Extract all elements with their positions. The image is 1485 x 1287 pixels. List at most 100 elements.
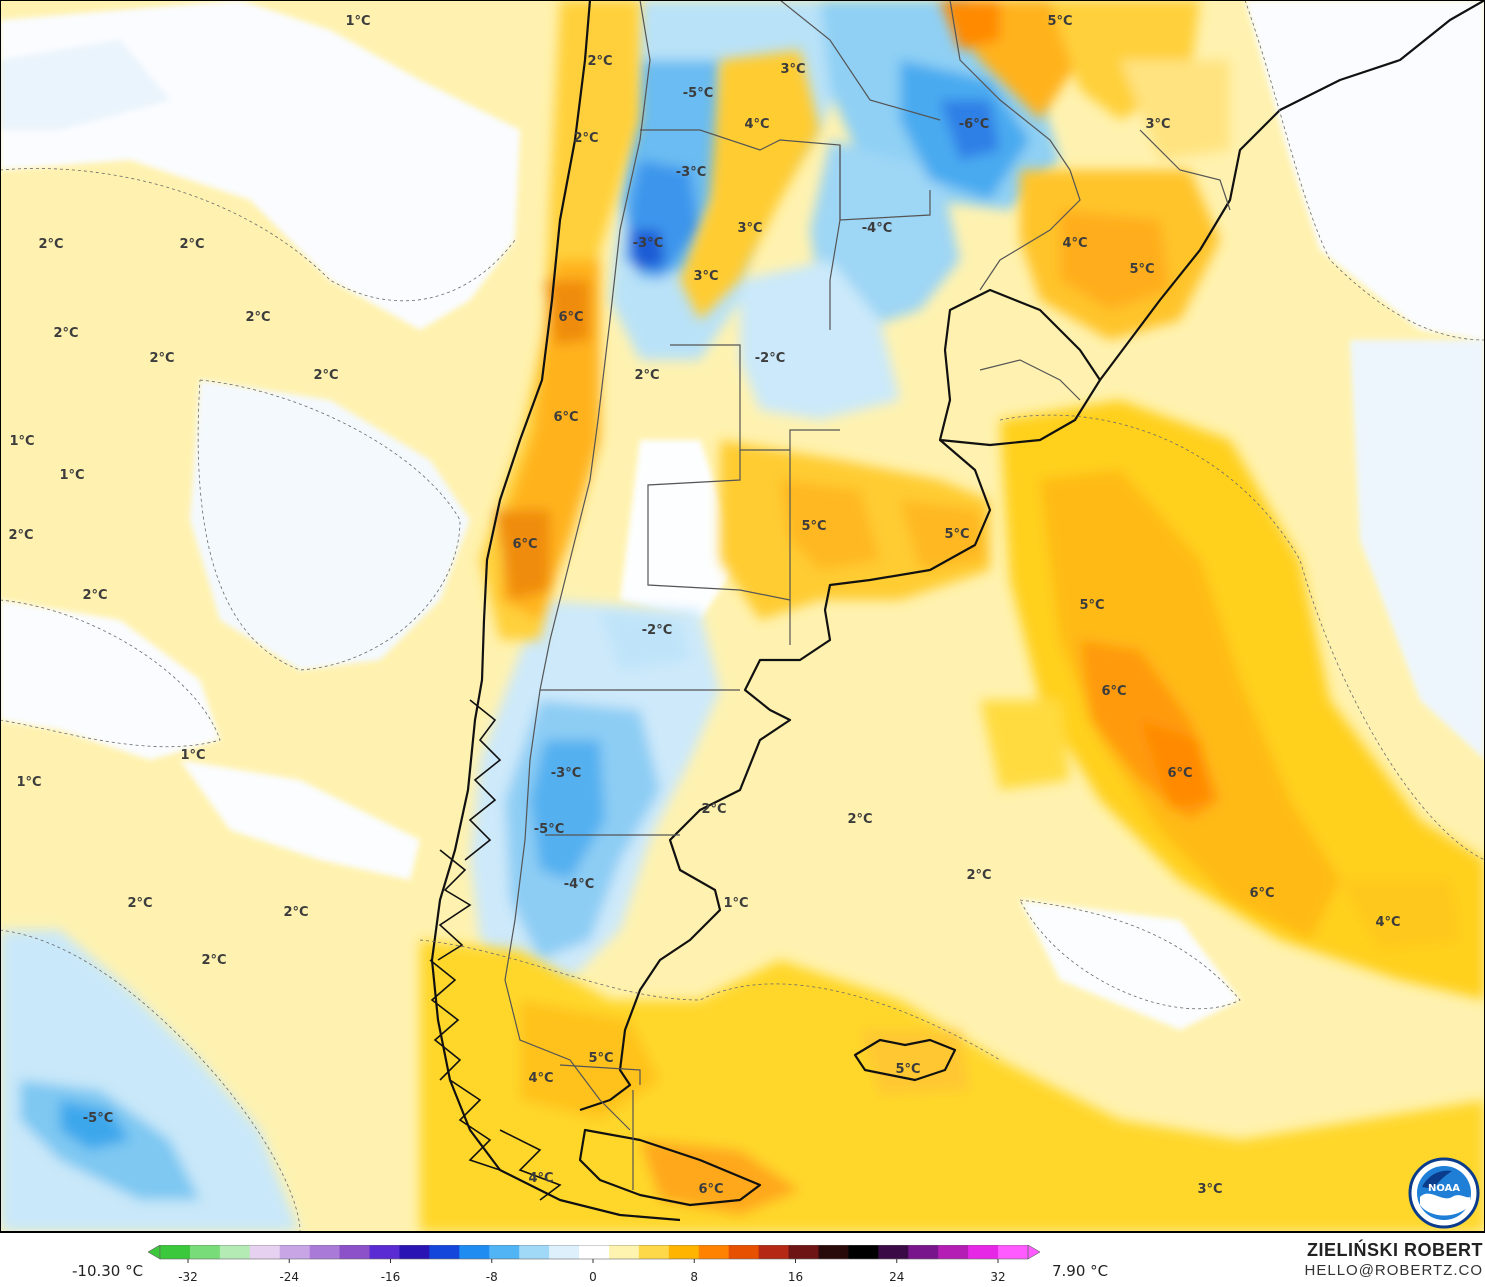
temperature-label: 2°C <box>634 368 659 383</box>
temperature-label: 5°C <box>895 1062 920 1077</box>
temperature-label: 2°C <box>587 54 612 69</box>
temperature-label: 6°C <box>698 1182 723 1197</box>
scale-bin <box>160 1245 191 1259</box>
neutral-zones <box>0 0 1485 1030</box>
scale-bin <box>998 1245 1029 1259</box>
warm-zone-northeast <box>680 0 1230 340</box>
temperature-label: 1°C <box>59 468 84 483</box>
scale-bin <box>668 1245 700 1259</box>
warm-zone-chile <box>480 0 640 640</box>
contour-lines <box>0 0 1485 1232</box>
temperature-label: 5°C <box>1079 598 1104 613</box>
scale-arrow-left <box>148 1245 161 1260</box>
temperature-label: 3°C <box>1145 117 1170 132</box>
temperature-label: 2°C <box>283 905 308 920</box>
temperature-anomaly-map: 1°C 2°C 5°C -5°C 3°C 4°C -6°C 3°C 2°C -3°C 3°C -4°C… <box>0 0 1485 1232</box>
scale-bin <box>279 1245 311 1259</box>
temperature-label: 1°C <box>9 434 34 449</box>
scale-bin <box>549 1245 580 1259</box>
author-name: ZIELIŃSKI ROBERT <box>1306 1240 1483 1260</box>
scale-tick-label: -16 <box>381 1270 401 1284</box>
footer <box>0 1232 1485 1287</box>
temperature-label: 4°C <box>744 117 769 132</box>
temperature-label: 6°C <box>1167 766 1192 781</box>
temperature-label: 2°C <box>245 310 270 325</box>
scale-bin <box>638 1245 670 1259</box>
scale-bin <box>189 1245 221 1259</box>
temperature-label: -3°C <box>676 165 706 180</box>
temperature-label: 2°C <box>8 528 33 543</box>
scale-bin <box>309 1245 341 1259</box>
scale-bin <box>579 1245 610 1259</box>
temperature-label: 2°C <box>201 953 226 968</box>
temperature-label: 6°C <box>1249 886 1274 901</box>
scale-bin <box>519 1245 550 1259</box>
temperature-label: -5°C <box>534 822 564 837</box>
cold-zone-southwest <box>0 930 300 1232</box>
temperature-label: -2°C <box>642 623 672 638</box>
scale-tick-label: -8 <box>486 1270 498 1284</box>
temperature-label: -6°C <box>959 117 989 132</box>
scale-bin <box>938 1245 969 1259</box>
temperature-label: 6°C <box>512 537 537 552</box>
scale-bin <box>728 1245 760 1259</box>
temperature-label: 4°C <box>528 1171 553 1186</box>
temperature-label: 1°C <box>345 14 370 29</box>
scale-min-label: -10.30 °C <box>72 1262 144 1280</box>
temperature-label: 5°C <box>1129 262 1154 277</box>
temperature-label: 5°C <box>801 519 826 534</box>
temperature-label: 6°C <box>1101 684 1126 699</box>
scale-bin <box>459 1245 490 1259</box>
temperature-label: -2°C <box>755 351 785 366</box>
scale-bin <box>698 1245 730 1259</box>
scale-bin <box>399 1245 430 1259</box>
temperature-label: 2°C <box>847 812 872 827</box>
scale-bin <box>219 1245 251 1259</box>
borders <box>504 0 1231 1190</box>
scale-bin <box>848 1245 879 1259</box>
temperature-label: 2°C <box>573 131 598 146</box>
temperature-label: 2°C <box>179 237 204 252</box>
temperature-label: 3°C <box>1197 1182 1222 1197</box>
temperature-label: 4°C <box>1375 915 1400 930</box>
temperature-labels: 1°C 2°C 5°C -5°C 3°C 4°C -6°C 3°C 2°C -3°C 3°C -4°C… <box>8 14 1400 1197</box>
temperature-label: 3°C <box>693 269 718 284</box>
noaa-logo: NOAA <box>1408 1157 1480 1229</box>
temperature-label: 3°C <box>780 62 805 77</box>
temperature-label: 2°C <box>38 237 63 252</box>
cold-zone-patagonia <box>470 600 720 1000</box>
scale-max-label: 7.90 °C <box>1052 1262 1109 1280</box>
scale-bin <box>758 1245 790 1259</box>
scale-tick-label: 24 <box>889 1270 904 1284</box>
temperature-label: 6°C <box>553 410 578 425</box>
temperature-label: 5°C <box>1047 14 1072 29</box>
scale-tick-label: 8 <box>690 1270 698 1284</box>
author-email[interactable]: HELLO@ROBERTZ.CO <box>1304 1262 1483 1279</box>
temperature-label: -4°C <box>564 877 594 892</box>
temperature-label: 2°C <box>701 802 726 817</box>
scale-bin <box>788 1245 819 1259</box>
scale-bin <box>968 1245 999 1259</box>
warm-zone-atlantic <box>980 400 1485 1000</box>
temperature-label: 2°C <box>313 368 338 383</box>
temperature-label: 3°C <box>737 221 762 236</box>
temperature-label: 4°C <box>1062 236 1087 251</box>
color-scale-bar: -32 -24 -16 -8 0 8 16 24 32 <box>148 1245 1040 1284</box>
temperature-label: 6°C <box>558 310 583 325</box>
noaa-logo-text: NOAA <box>1428 1183 1460 1194</box>
temperature-label: 4°C <box>528 1071 553 1086</box>
temperature-label: 5°C <box>944 527 969 542</box>
scale-tick-label: 16 <box>788 1270 803 1284</box>
temperature-label: 2°C <box>82 588 107 603</box>
temperature-label: -4°C <box>862 221 892 236</box>
coastlines <box>430 0 1485 1222</box>
scale-bin <box>608 1245 640 1259</box>
temperature-label: 2°C <box>127 896 152 911</box>
temperature-label: 2°C <box>149 351 174 366</box>
temperature-label: 2°C <box>53 326 78 341</box>
temperature-label: -5°C <box>683 86 713 101</box>
scale-tick-label: 32 <box>990 1270 1005 1284</box>
scale-bin <box>818 1245 849 1259</box>
temperature-label: 1°C <box>180 748 205 763</box>
